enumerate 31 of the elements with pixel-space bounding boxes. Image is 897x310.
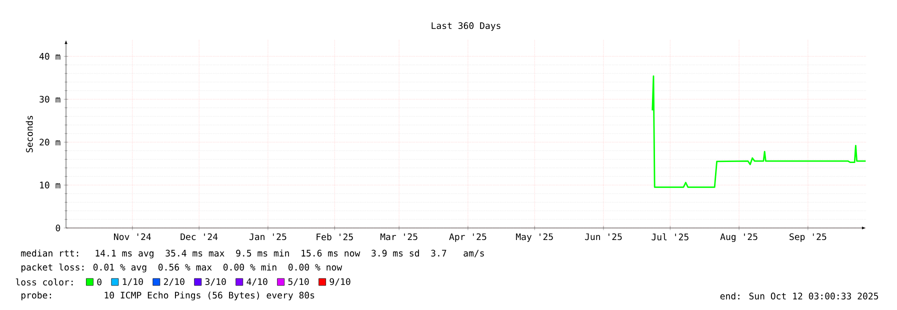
legend-label: 9/10 (330, 278, 350, 286)
legend-label: 2/10 (164, 278, 184, 286)
y-tick-label: 40 m (39, 52, 60, 60)
text: probe: 10 ICMP Echo Pings (56 Bytes) every 80s (21, 292, 314, 300)
x-tick-label: Apr '25 (449, 233, 486, 242)
legend-label: 3/10 (205, 278, 226, 286)
x-tick-label: Feb '25 (316, 233, 353, 240)
legend-label: 1/10 (122, 278, 143, 286)
text: packet loss: 0.01 % avg 0.56 % max 0.00 % min 0.00 % now (21, 264, 342, 272)
x-tick-label: Nov '24 (114, 233, 151, 240)
x-tick-label: Dec '24 (180, 233, 218, 240)
x-tick-label: Sep '25 (790, 233, 826, 242)
text: median rtt: 14.1 ms avg 35.4 ms max 9.5 ms min 15.6 ms now 3.9 ms sd 3.7 am/s (21, 250, 484, 258)
line-series (652, 75, 866, 188)
x-tick-label: Mar '25 (380, 233, 418, 240)
y-tick-label: 10 m (40, 182, 60, 188)
text: end: Sun Oct 12 03:00:33 2025 (720, 292, 878, 300)
y-tick-label: 30 m (40, 96, 60, 103)
legend-label: 0 (97, 278, 102, 286)
x-tick-label: Jun '25 (585, 233, 622, 240)
y-axis-title: Seconds (26, 116, 33, 152)
y-tick-label: 20 m (40, 138, 60, 146)
chart-title: Last 360 Days (432, 22, 500, 31)
legend-label: 4/10 (246, 278, 268, 286)
y-tick-label: 0 (56, 224, 60, 232)
x-tick-label: Jul '25 (652, 233, 688, 240)
x-tick-label: Aug '25 (720, 233, 758, 242)
legend-title: loss color: (16, 278, 73, 286)
x-tick-label: May '25 (516, 233, 553, 242)
x-tick-label: Jan '25 (249, 233, 286, 240)
legend-label: 5/10 (288, 278, 309, 286)
